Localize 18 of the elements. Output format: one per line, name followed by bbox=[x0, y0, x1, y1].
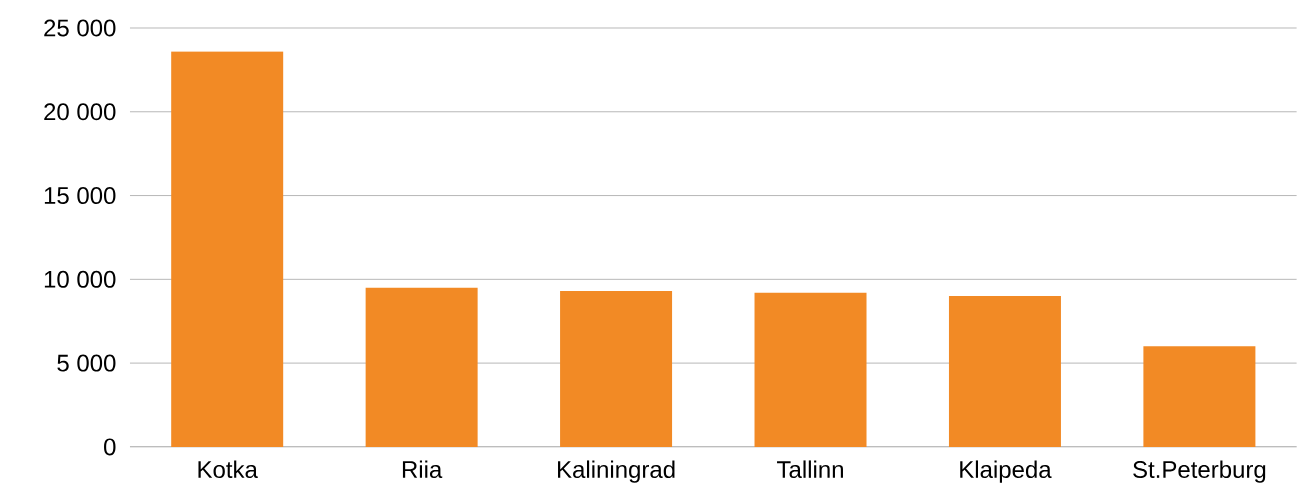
y-tick-label: 25 000 bbox=[44, 19, 116, 37]
y-tick-label: 10 000 bbox=[44, 270, 116, 288]
y-tick-label: 5 000 bbox=[57, 354, 116, 372]
x-tick-label: Tallinn bbox=[777, 460, 843, 479]
bar bbox=[1143, 346, 1256, 447]
bar bbox=[365, 287, 478, 447]
x-tick-label: Riia bbox=[402, 460, 443, 479]
y-tick-label: 15 000 bbox=[44, 187, 116, 205]
x-tick-label: Kaliningrad bbox=[558, 460, 675, 483]
bar bbox=[560, 291, 673, 447]
y-tick-label: 20 000 bbox=[44, 103, 116, 121]
x-tick-label: Kotka bbox=[198, 460, 258, 479]
y-tick-label: 0 bbox=[104, 438, 116, 456]
x-tick-label: St.Peterburg bbox=[1133, 460, 1266, 483]
bar bbox=[948, 296, 1061, 447]
bar bbox=[171, 51, 284, 447]
bar bbox=[754, 292, 867, 447]
x-tick-label: Klaipeda bbox=[960, 460, 1052, 483]
